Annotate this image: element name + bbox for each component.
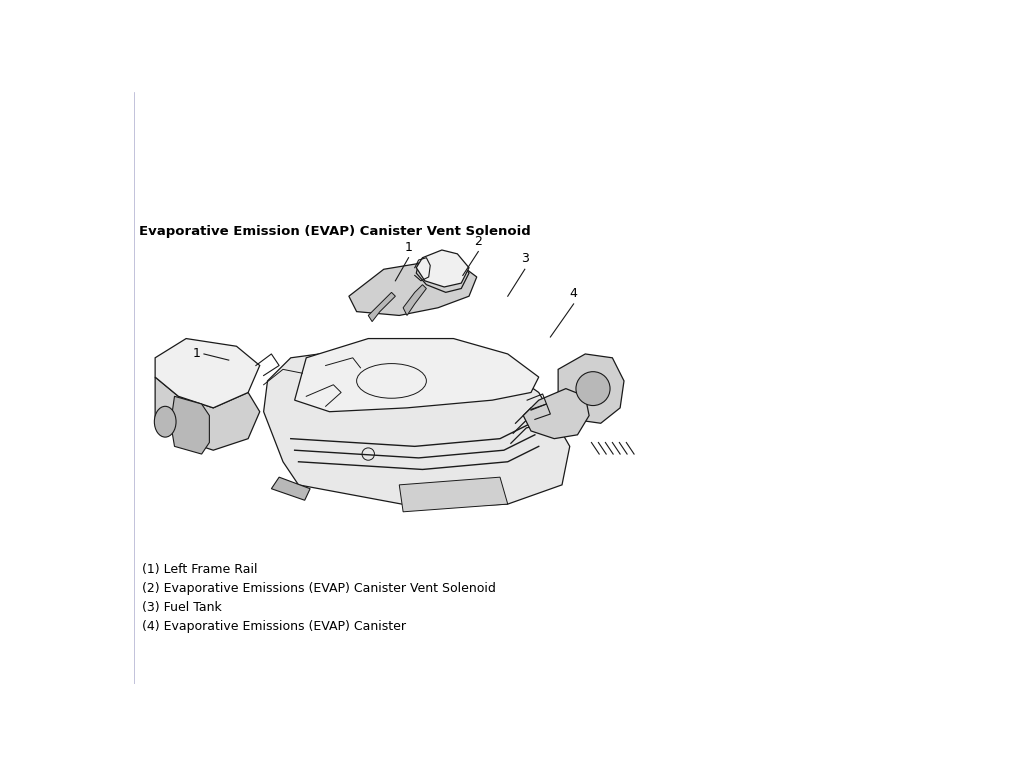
Polygon shape [417, 254, 469, 293]
Polygon shape [295, 339, 539, 412]
Text: (2) Evaporative Emissions (EVAP) Canister Vent Solenoid: (2) Evaporative Emissions (EVAP) Caniste… [142, 582, 496, 595]
Polygon shape [403, 285, 426, 316]
Polygon shape [271, 477, 310, 500]
Text: 3: 3 [521, 253, 528, 266]
Text: 1: 1 [404, 241, 413, 254]
Polygon shape [155, 377, 260, 450]
Polygon shape [349, 262, 477, 316]
Text: (3) Fuel Tank: (3) Fuel Tank [142, 601, 222, 614]
Polygon shape [399, 477, 508, 511]
Text: 4: 4 [569, 287, 578, 300]
Circle shape [575, 372, 610, 406]
Text: Evaporative Emission (EVAP) Canister Vent Solenoid: Evaporative Emission (EVAP) Canister Ven… [139, 225, 530, 238]
Text: 2: 2 [474, 235, 482, 248]
Polygon shape [369, 293, 395, 322]
Text: (1) Left Frame Rail: (1) Left Frame Rail [142, 563, 257, 576]
Polygon shape [523, 389, 589, 439]
Text: (4) Evaporative Emissions (EVAP) Canister: (4) Evaporative Emissions (EVAP) Caniste… [142, 621, 406, 634]
Polygon shape [171, 396, 209, 454]
Polygon shape [155, 339, 260, 408]
Text: 1: 1 [193, 347, 200, 360]
Polygon shape [558, 354, 624, 423]
Polygon shape [417, 250, 469, 287]
Ellipse shape [155, 406, 176, 437]
Polygon shape [263, 346, 569, 508]
